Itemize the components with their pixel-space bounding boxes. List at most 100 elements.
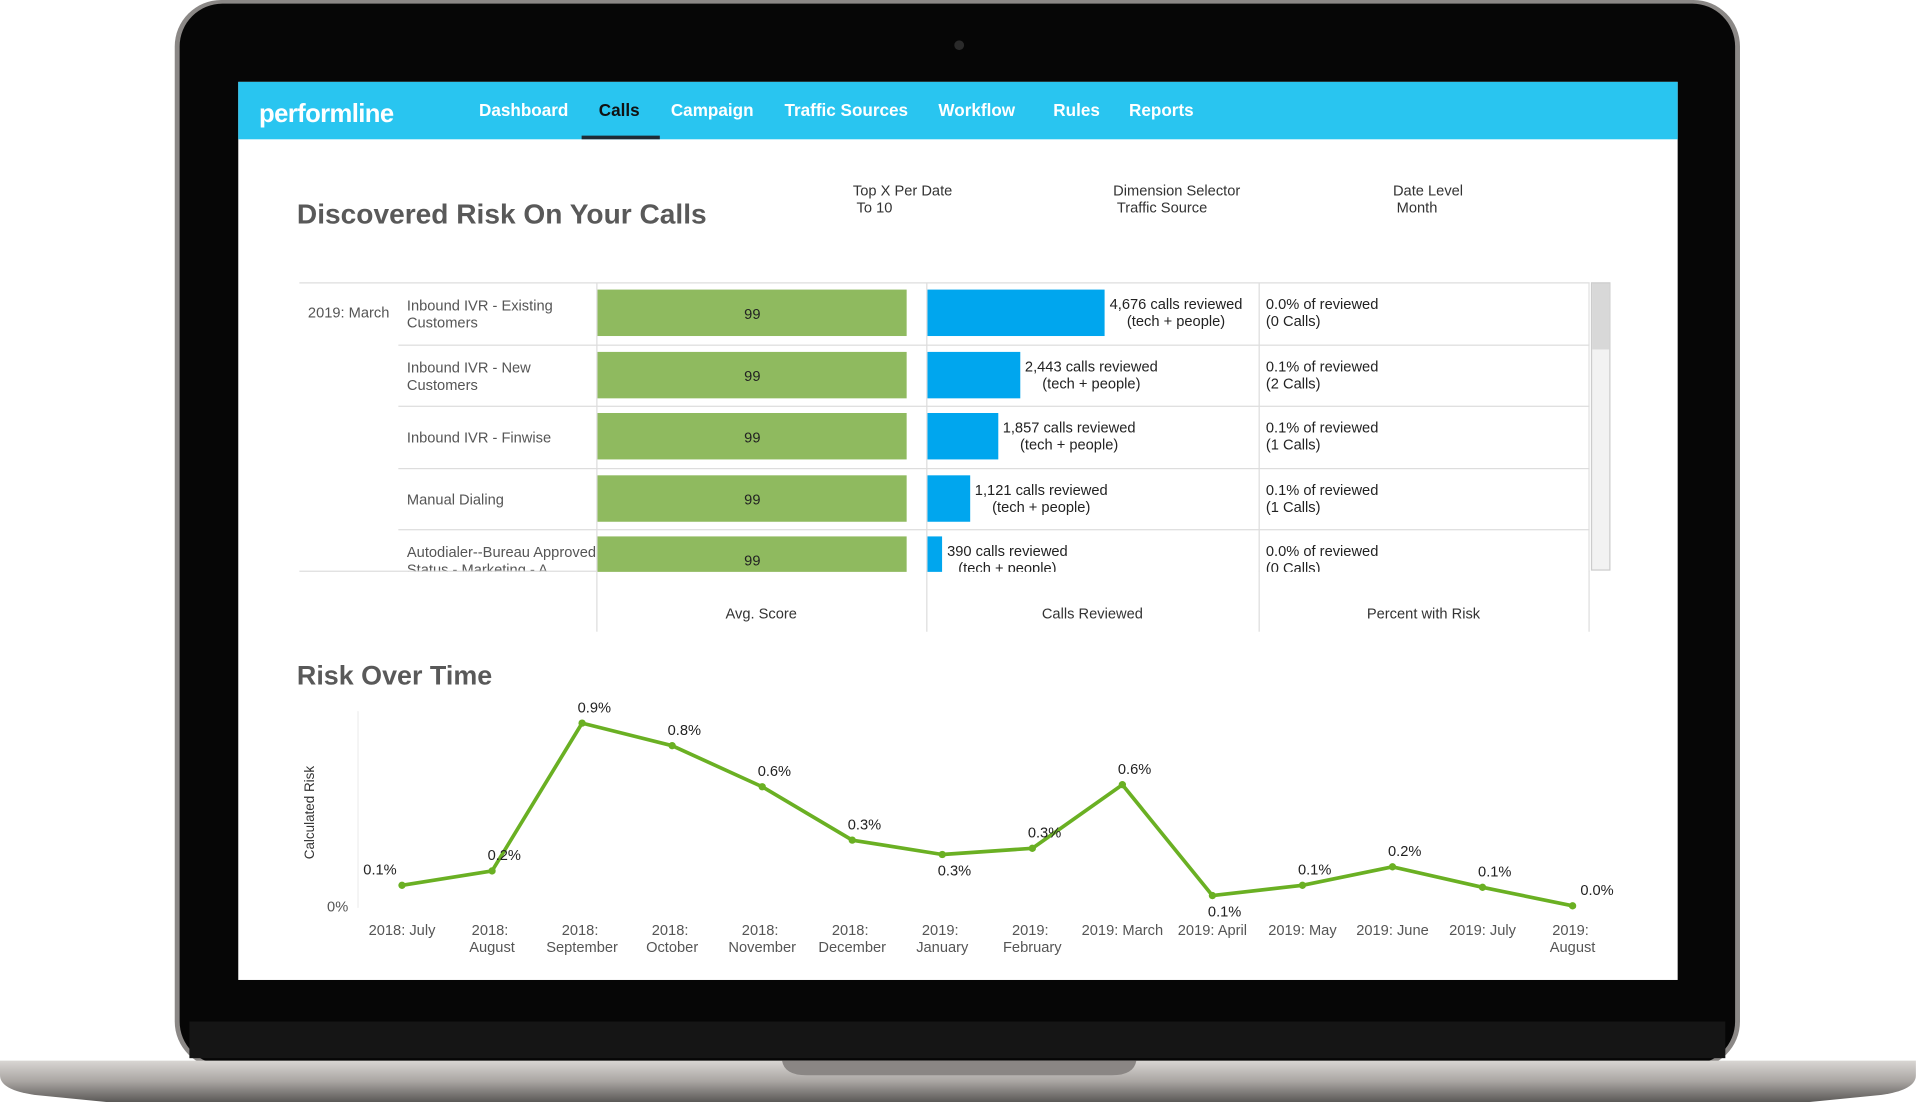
score-label: 99: [744, 305, 761, 323]
value-label: 0.1%: [363, 863, 396, 879]
x-tick-label: 2019: February: [1003, 923, 1062, 956]
x-tick-label: 2018: July: [369, 923, 436, 939]
nav-item[interactable]: Campaign: [670, 100, 754, 120]
y-tick-label: 0%: [327, 900, 348, 916]
calls-label-group: 4,676 calls reviewed (tech + people): [1110, 296, 1243, 330]
x-tick-label: 2019: January: [916, 923, 969, 956]
x-tick-label: 2018: November: [728, 923, 796, 956]
calls-note: (tech + people): [1042, 374, 1141, 392]
value-label: 0.8%: [668, 723, 701, 739]
header-divider: [1588, 570, 1590, 632]
header-divider: [596, 570, 598, 632]
x-tick-label: 2019: June: [1356, 923, 1429, 939]
score-label: 99: [744, 490, 761, 508]
value-label: 0.1%: [1208, 905, 1241, 921]
chart-title: Risk Over Time: [296, 659, 493, 691]
risk-label: 0.0% of reviewed: [1265, 542, 1379, 560]
value-label: 0.2%: [1388, 844, 1421, 860]
risk-label: 0.0% of reviewed: [1265, 295, 1379, 313]
score-label: 99: [744, 367, 761, 385]
risk-calls: (0 Calls): [1265, 559, 1321, 572]
column-divider: [596, 283, 598, 572]
value-label: 0.9%: [578, 700, 611, 716]
value-label: 0.6%: [758, 764, 791, 780]
value-label: 0.1%: [1298, 863, 1331, 879]
calls-bar: [927, 351, 1021, 398]
value-label: 0.2%: [488, 848, 521, 864]
point: [578, 719, 586, 727]
risk-label: 0.1% of reviewed: [1265, 480, 1379, 498]
score-bar: [597, 474, 908, 522]
point: [848, 836, 856, 844]
point: [938, 850, 946, 859]
point: [1118, 781, 1127, 789]
x-tick-label: 2018: October: [646, 923, 698, 956]
point: [1208, 891, 1217, 900]
nav-item[interactable]: Reports: [1129, 100, 1194, 120]
filter-label: Top X Per Date: [852, 182, 953, 200]
calls-label-group: 1,121 calls reviewed (tech + people): [975, 481, 1108, 515]
row-name: Autodialer--Bureau Approved Status - Mar…: [406, 543, 597, 572]
calls-note: (tech + people): [1020, 436, 1119, 454]
calls-bar: [927, 413, 998, 460]
score-bar: [597, 536, 908, 572]
filter-value: To 10: [856, 199, 893, 217]
column-header: Calls Reviewed: [1041, 604, 1143, 622]
nav-bar: [238, 81, 1678, 140]
point: [398, 881, 406, 889]
calls-label: 390 calls reviewed: [947, 542, 1068, 560]
filter-label: Date Level: [1392, 182, 1464, 200]
column-header: Percent with Risk: [1366, 604, 1481, 622]
x-tick-label: 2018: December: [818, 923, 886, 956]
calls-note: (tech + people): [992, 497, 1091, 516]
nav-active-underline: [581, 135, 660, 140]
point: [758, 783, 766, 791]
calls-label: 1,857 calls reviewed: [1002, 419, 1136, 437]
nav-item[interactable]: Dashboard: [478, 100, 569, 120]
calls-label-group: 1,857 calls reviewed (tech + people): [1003, 419, 1136, 453]
scrollbar: [1590, 282, 1611, 571]
point: [1568, 902, 1577, 910]
camera: [954, 40, 965, 51]
row-separator: [398, 343, 1590, 346]
screen: [238, 81, 1678, 980]
column-header: Avg. Score: [725, 604, 797, 622]
point: [1388, 863, 1397, 871]
calls-label-group: 390 calls reviewed (tech + people): [947, 543, 1068, 572]
calls-bar: [927, 289, 1105, 337]
score-label: 99: [744, 552, 761, 570]
value-label: 0.6%: [1118, 762, 1151, 778]
calls-bar: [927, 474, 970, 522]
risk-label: 0.1% of reviewed: [1265, 357, 1379, 375]
column-divider: [1588, 283, 1590, 572]
nav-item[interactable]: Workflow: [938, 100, 1016, 120]
value-label: 0.3%: [938, 863, 971, 879]
header-divider: [1258, 570, 1260, 632]
header-divider: [926, 570, 928, 632]
score-label: 99: [744, 428, 761, 446]
row-name: Inbound IVR - Existing Customers: [406, 296, 553, 332]
value-label: 0.0%: [1580, 883, 1613, 899]
column-divider: [926, 283, 928, 572]
nav-item[interactable]: Traffic Sources: [784, 100, 909, 120]
risk-calls: (1 Calls): [1265, 497, 1321, 516]
row-separator: [398, 529, 1590, 531]
date-label: 2019: March: [307, 304, 390, 322]
filter-value: Traffic Source: [1116, 199, 1208, 217]
filter-value: Month: [1396, 199, 1438, 217]
nav-item[interactable]: Calls: [598, 100, 640, 120]
value-label: 0.3%: [848, 817, 881, 833]
x-tick-label: 2019: July: [1449, 923, 1516, 939]
nav-item[interactable]: Rules: [1053, 100, 1100, 120]
calls-label: 1,121 calls reviewed: [974, 480, 1108, 498]
point: [1028, 844, 1036, 853]
laptop-base: [0, 1060, 1916, 1102]
base-notch: [782, 1060, 1137, 1076]
calls-note: (tech + people): [1126, 312, 1226, 330]
filter-label: Dimension Selector: [1113, 182, 1241, 200]
calls-label-group: 2,443 calls reviewed (tech + people): [1025, 357, 1158, 391]
calls-note: (tech + people): [958, 559, 1057, 572]
point: [488, 867, 496, 875]
row-separator: [398, 405, 1590, 407]
